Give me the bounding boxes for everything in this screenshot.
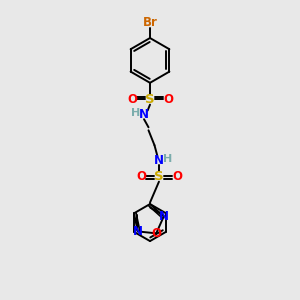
Text: N: N: [154, 154, 164, 167]
Text: N: N: [139, 108, 149, 121]
Text: O: O: [136, 170, 146, 183]
Text: H: H: [163, 154, 172, 164]
Text: Br: Br: [142, 16, 158, 29]
Text: N: N: [133, 225, 143, 238]
Text: O: O: [127, 93, 137, 106]
Text: S: S: [154, 170, 164, 183]
Text: S: S: [145, 93, 155, 106]
Text: H: H: [131, 108, 140, 118]
Text: O: O: [163, 93, 173, 106]
Text: O: O: [172, 170, 182, 183]
Text: O: O: [151, 227, 161, 240]
Text: N: N: [159, 210, 169, 223]
